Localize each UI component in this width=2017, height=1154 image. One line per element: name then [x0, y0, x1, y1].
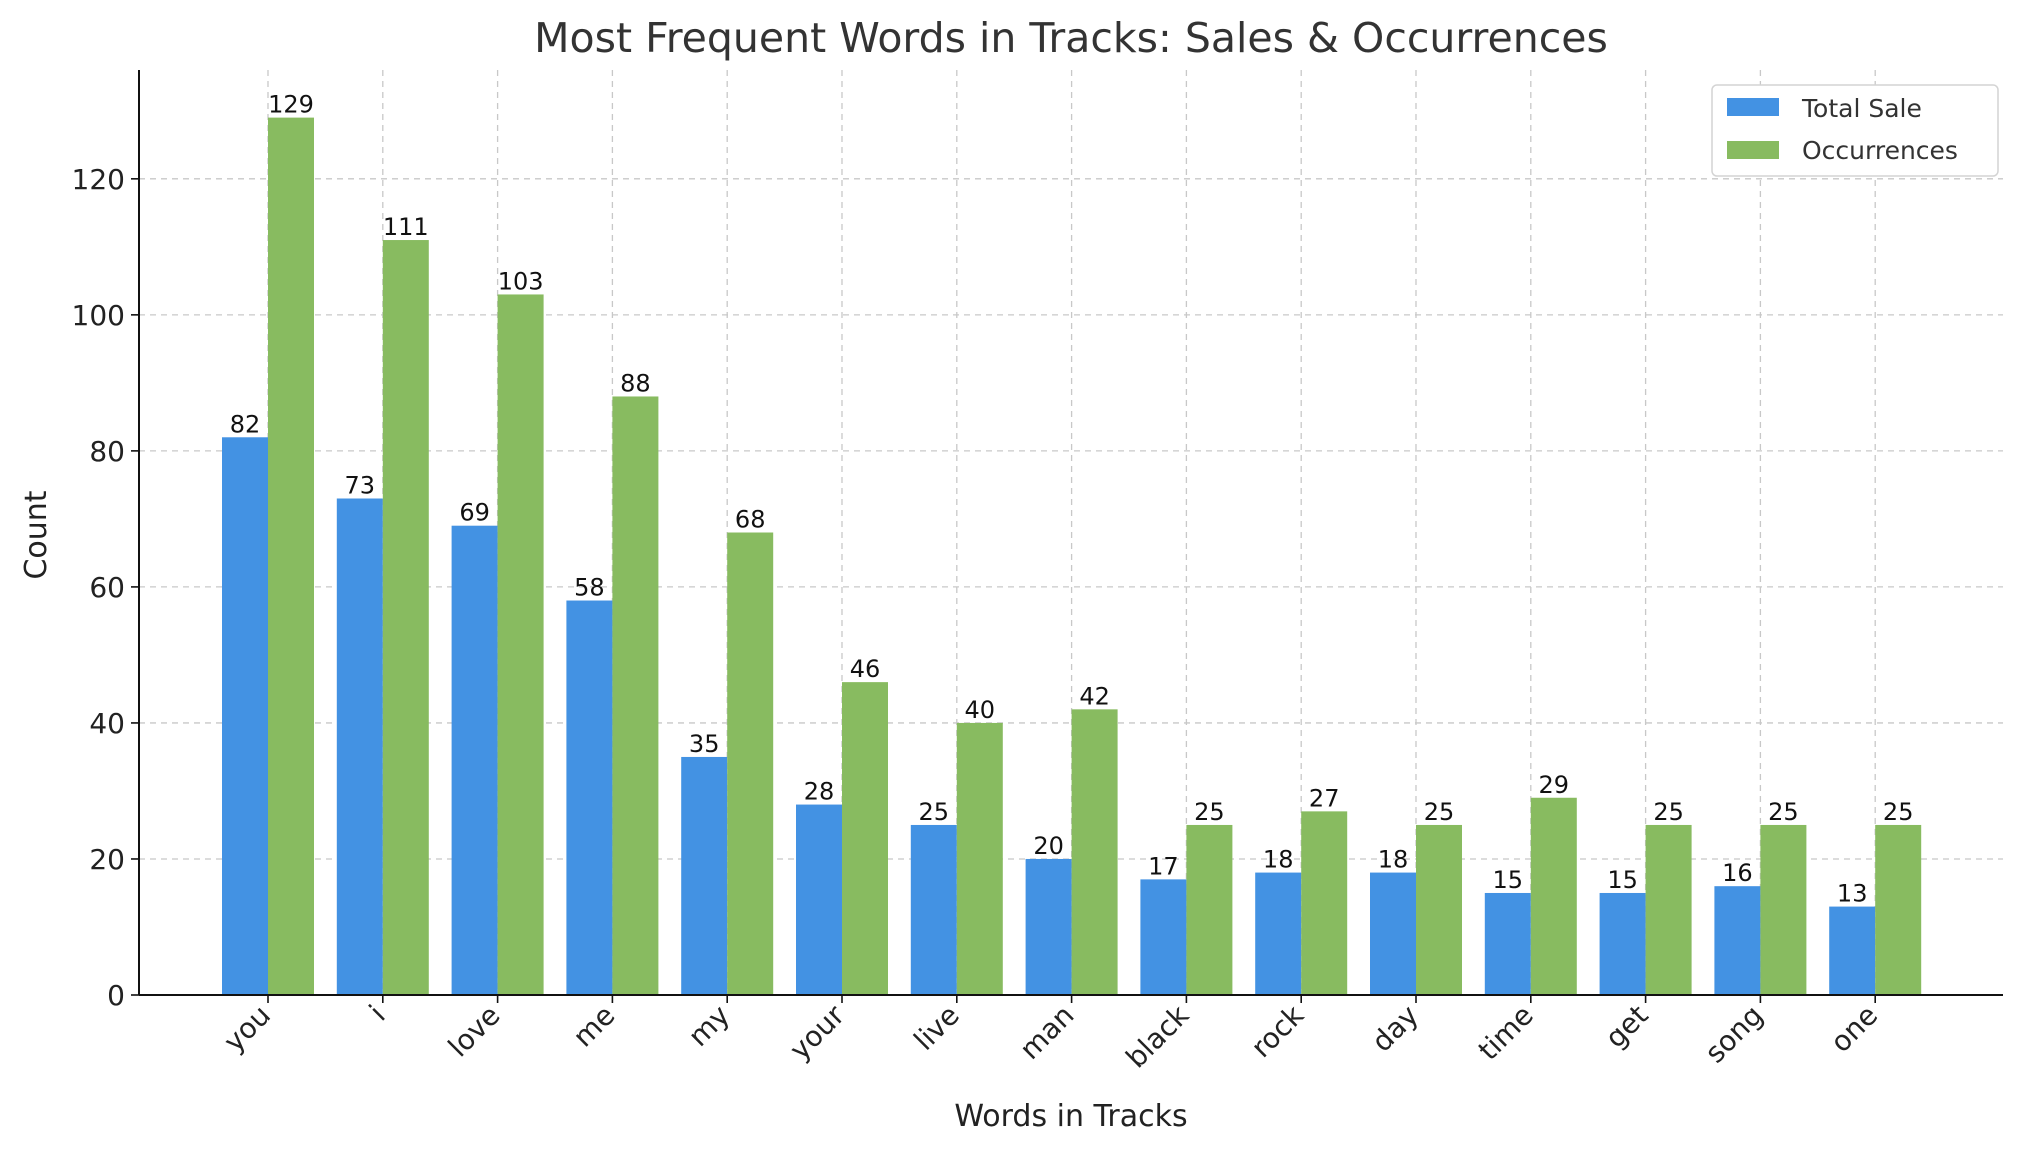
y-tick-label: 20 [89, 843, 125, 876]
bar-value-label: 27 [1309, 784, 1340, 812]
bar-total-sale-my [681, 756, 728, 995]
bar-value-label: 111 [383, 213, 429, 241]
bar-occurrences-you [268, 117, 314, 995]
bar-occurrences-my [727, 532, 774, 995]
bar-value-label: 35 [689, 730, 720, 758]
bar-value-label: 129 [268, 91, 314, 119]
bar-occurrences-black [1186, 824, 1233, 995]
y-tick-label: 60 [89, 571, 125, 604]
bar-total-sale-time [1484, 892, 1531, 995]
bar-total-sale-day [1370, 872, 1416, 995]
bar-value-label: 25 [1883, 798, 1914, 826]
bar-total-sale-man [1025, 858, 1072, 995]
bar-occurrences-love [497, 294, 544, 996]
bar-value-label: 103 [498, 267, 544, 295]
bar-occurrences-man [1071, 709, 1118, 995]
bar-total-sale-one [1829, 906, 1876, 995]
bar-value-label: 25 [1768, 798, 1799, 826]
bar-total-sale-you [222, 437, 268, 995]
bar-value-label: 15 [1607, 866, 1638, 894]
bar-occurrences-day [1416, 824, 1462, 995]
bar-value-label: 40 [965, 696, 996, 724]
bar-value-label: 25 [1653, 798, 1684, 826]
bar-total-sale-rock [1255, 872, 1302, 995]
legend-label-occurrences: Occurrences [1802, 136, 1958, 165]
bar-total-sale-song [1714, 886, 1761, 995]
y-tick-label: 80 [89, 435, 125, 468]
bar-occurrences-get [1645, 824, 1692, 995]
bar-value-label: 25 [1424, 798, 1455, 826]
bar-value-label: 69 [459, 499, 490, 527]
bar-value-label: 15 [1493, 866, 1524, 894]
bar-value-label: 16 [1722, 859, 1753, 887]
bars [222, 117, 1922, 996]
bar-total-sale-your [796, 804, 842, 995]
bar-value-label: 18 [1263, 846, 1294, 874]
bar-value-label: 88 [620, 369, 651, 397]
bar-value-labels: 82 129 73 111 69 103 58 88 35 68 28 46 25 40 20 42 17 25 1… [230, 91, 1914, 908]
legend-swatch-total-sale [1727, 98, 1779, 116]
bar-value-label: 20 [1033, 832, 1064, 860]
y-axis-label: Count [19, 490, 54, 579]
bar-value-label: 25 [919, 798, 950, 826]
bar-value-label: 13 [1837, 880, 1868, 908]
bar-total-sale-me [566, 600, 613, 995]
bar-occurrences-song [1760, 824, 1807, 995]
y-tick-label: 120 [72, 163, 125, 196]
legend: Total Sale Occurrences [1711, 84, 1999, 177]
bar-value-label: 25 [1194, 798, 1225, 826]
bar-value-label: 68 [735, 506, 766, 534]
chart-title: Most Frequent Words in Tracks: Sales & O… [534, 14, 1608, 62]
x-axis-label: Words in Tracks [954, 1099, 1187, 1134]
bar-value-label: 82 [230, 410, 261, 438]
bar-occurrences-i [382, 240, 429, 996]
bar-total-sale-love [451, 525, 498, 995]
bar-occurrences-rock [1301, 811, 1348, 995]
legend-label-total-sale: Total Sale [1801, 94, 1922, 123]
legend-swatch-occurrences [1727, 141, 1779, 159]
legend-frame [1711, 84, 1999, 177]
bar-value-label: 58 [574, 574, 605, 602]
bar-total-sale-black [1140, 879, 1187, 995]
bar-value-label: 17 [1148, 852, 1179, 880]
y-ticks: 0 20 40 60 80 100 120 [72, 163, 139, 1012]
y-tick-label: 0 [107, 979, 125, 1012]
bar-occurrences-me [612, 396, 659, 995]
bar-value-label: 73 [345, 471, 376, 499]
bar-total-sale-get [1599, 892, 1646, 995]
bar-value-label: 28 [804, 778, 835, 806]
bar-total-sale-live [910, 824, 957, 995]
bar-value-label: 46 [850, 655, 881, 683]
y-tick-label: 40 [89, 707, 125, 740]
bar-total-sale-i [336, 498, 383, 995]
bar-occurrences-your [842, 682, 888, 995]
bar-occurrences-one [1875, 824, 1922, 995]
y-tick-label: 100 [72, 299, 125, 332]
bar-value-label: 29 [1539, 771, 1570, 799]
bar-occurrences-live [956, 722, 1003, 995]
bar-occurrences-time [1530, 797, 1577, 995]
bar-value-label: 42 [1079, 682, 1110, 710]
bar-value-label: 18 [1378, 846, 1409, 874]
